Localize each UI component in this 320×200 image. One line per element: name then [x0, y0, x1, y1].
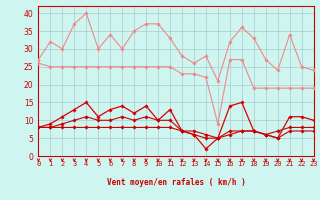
- X-axis label: Vent moyen/en rafales ( km/h ): Vent moyen/en rafales ( km/h ): [107, 178, 245, 187]
